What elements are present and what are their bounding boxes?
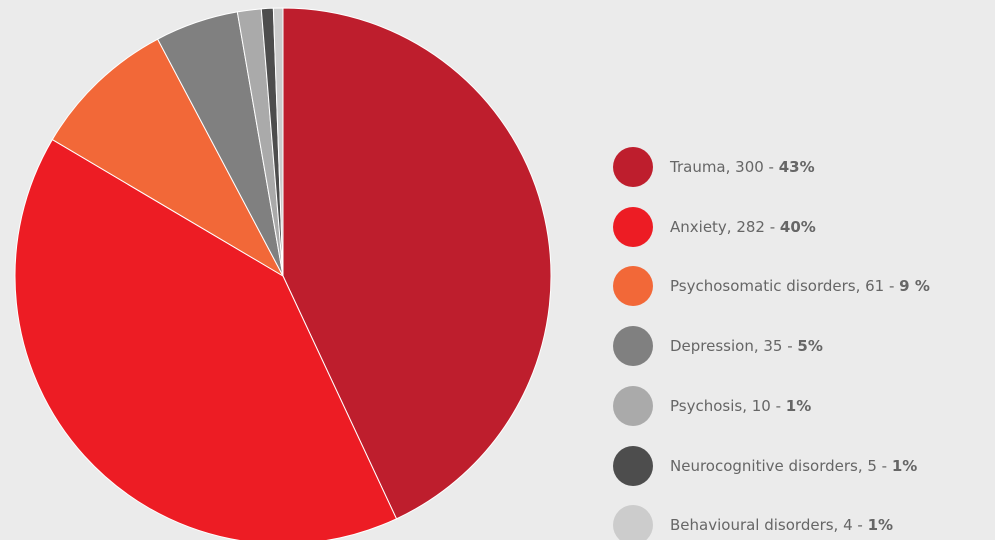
- legend-label: Depression, 35 -: [670, 337, 798, 356]
- pie-slice: [51, 38, 285, 278]
- legend-label: Psychosis, 10 -: [670, 396, 786, 415]
- legend-swatch: [613, 445, 653, 486]
- legend-share: 5%: [797, 337, 823, 356]
- legend-share: 1%: [785, 396, 812, 415]
- legend-share: 1%: [891, 456, 918, 475]
- legend-swatch: [613, 385, 653, 426]
- legend-label: Anxiety, 282 -: [670, 217, 780, 236]
- legend-swatch: [613, 206, 653, 247]
- legend-label: Trauma, 300 -: [670, 158, 779, 176]
- legend-share: 40%: [779, 217, 816, 236]
- legend-item: Depression, 35 - 5%: [613, 326, 823, 367]
- legend-label: Psychosomatic disorders, 61 -: [670, 277, 900, 296]
- legend-swatch: [613, 147, 653, 187]
- legend-label: Behavioural disorders, 4 -: [670, 516, 868, 535]
- legend-item: Neurocognitive disorders, 5 - 1%: [613, 445, 918, 486]
- pie-slice: [282, 7, 552, 520]
- legend-item: Behavioural disorders, 4 - 1%: [613, 505, 893, 540]
- legend-swatch: [613, 266, 653, 307]
- legend-item: Psychosomatic disorders, 61 - 9 %: [613, 266, 930, 307]
- pie-slice: [14, 138, 398, 540]
- legend-item: Trauma, 300 - 43%: [613, 147, 815, 187]
- legend-share: 1%: [867, 516, 894, 535]
- legend-share: 43%: [778, 158, 815, 176]
- legend-share: 9 %: [899, 277, 930, 296]
- legend-item: Psychosis, 10 - 1%: [613, 385, 812, 426]
- legend-item: Anxiety, 282 - 40%: [613, 206, 816, 247]
- pie-slice: [272, 7, 284, 277]
- legend-swatch: [613, 505, 653, 540]
- legend-label: Neurocognitive disorders, 5 -: [670, 456, 892, 475]
- legend-swatch: [613, 326, 653, 367]
